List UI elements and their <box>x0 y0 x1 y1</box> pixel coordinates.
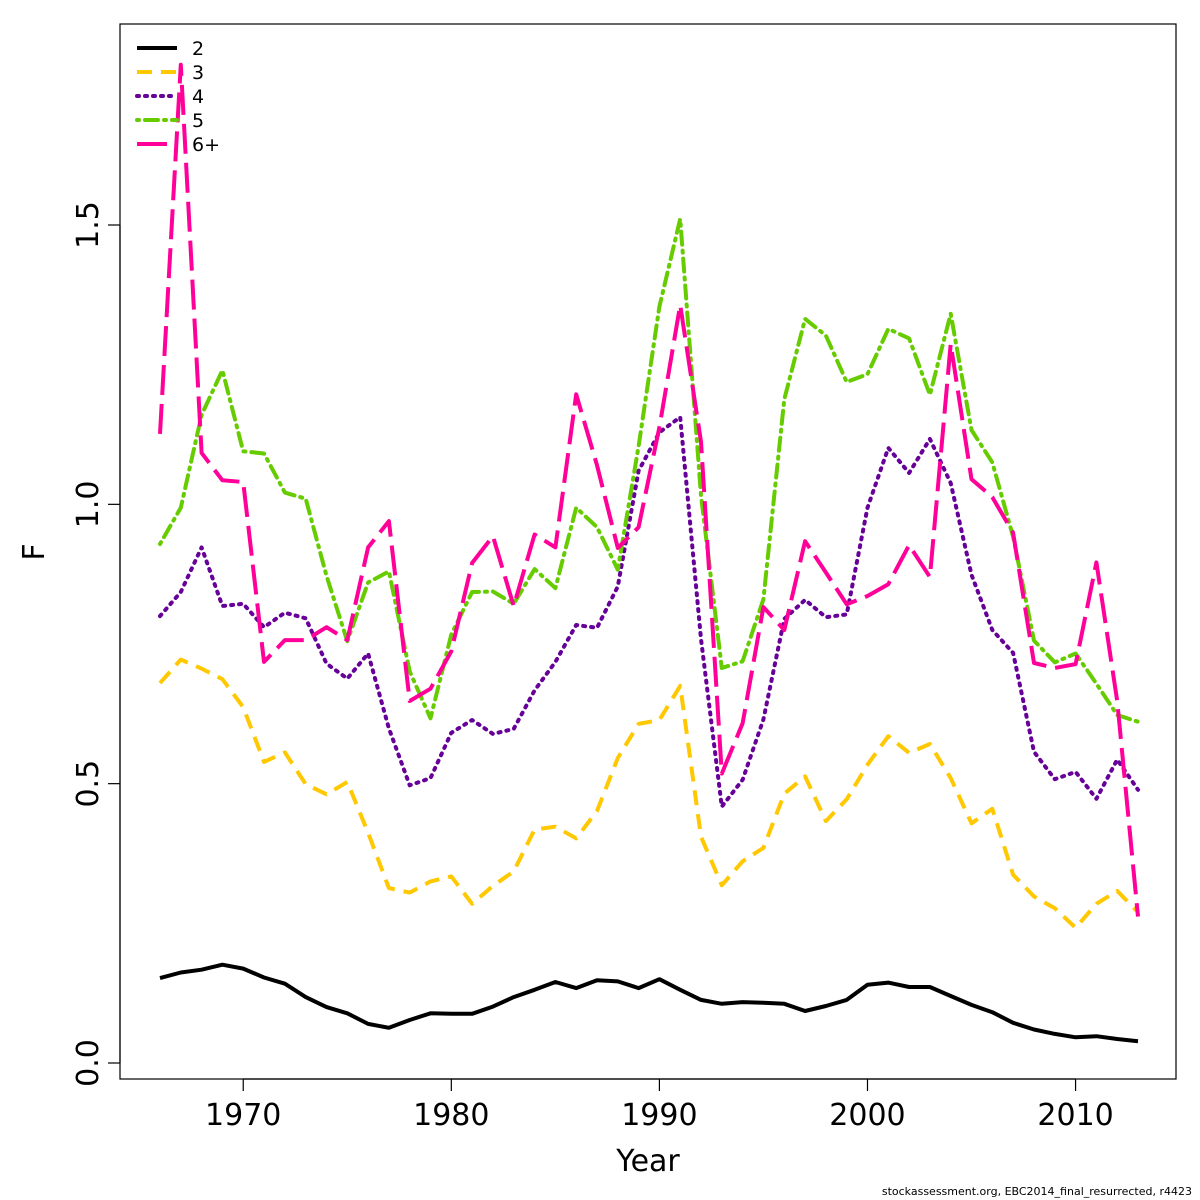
y-tick-label: 0.5 <box>71 760 106 808</box>
series-line-6plus <box>158 62 1140 917</box>
series-layer <box>158 62 1140 1044</box>
x-axis-title: Year <box>615 1144 680 1179</box>
legend-label-6plus: 6+ <box>192 134 220 156</box>
legend-label-3: 3 <box>192 62 204 84</box>
y-tick-label: 1.0 <box>71 480 106 528</box>
series-line-4 <box>158 415 1140 809</box>
y-tick-label: 1.5 <box>71 201 106 249</box>
legend-label-4: 4 <box>192 86 204 108</box>
y-axis: 0.0 0.5 1.0 1.5 <box>71 201 121 1087</box>
legend-label-5: 5 <box>192 110 204 132</box>
legend-label-2: 2 <box>192 38 204 60</box>
series-line-5 <box>158 216 1140 724</box>
y-tick-label: 0.0 <box>71 1039 106 1087</box>
series-line-3 <box>158 657 1140 930</box>
x-axis: 1970 1980 1990 2000 2010 <box>205 1078 1114 1133</box>
x-tick-label: 2000 <box>829 1098 905 1133</box>
x-tick-label: 1970 <box>205 1098 281 1133</box>
x-tick-label: 2010 <box>1037 1098 1113 1133</box>
x-tick-label: 1980 <box>413 1098 489 1133</box>
series-line-2 <box>159 962 1139 1044</box>
y-axis-title: F <box>17 543 52 560</box>
x-tick-label: 1990 <box>621 1098 697 1133</box>
footnote: stockassessment.org, EBC2014_final_resur… <box>881 1185 1192 1198</box>
